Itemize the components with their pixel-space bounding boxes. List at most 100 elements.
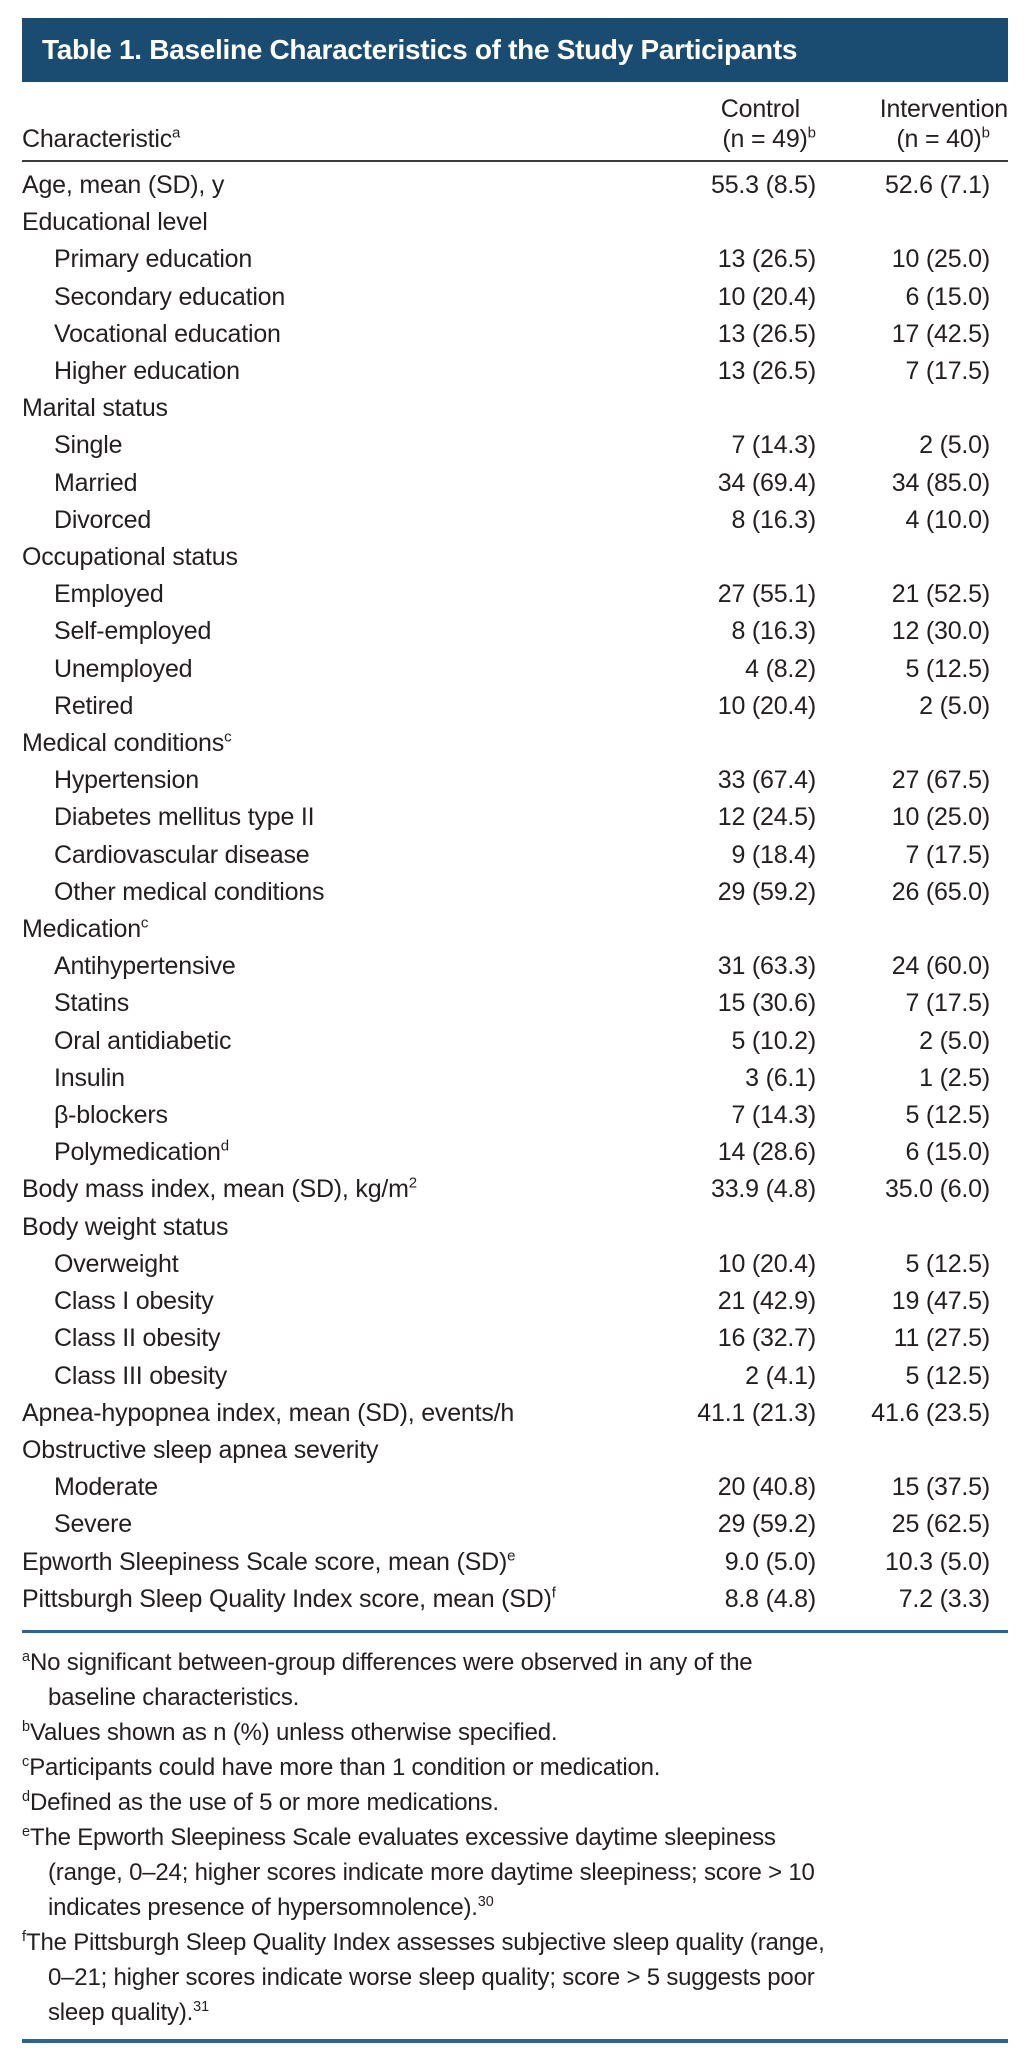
control-value: 29 (59.2) <box>717 877 816 906</box>
table-title: Table 1. Baseline Characteristics of the… <box>42 34 798 65</box>
row-label-text: Body mass index, mean (SD), kg/m <box>22 1175 409 1204</box>
row-label-text: Cardiovascular disease <box>54 840 310 869</box>
footnote: aNo significant between-group difference… <box>22 1645 1008 1715</box>
footnote: bValues shown as n (%) unless otherwise … <box>22 1715 1008 1750</box>
table-row: Diabetes mellitus type II 12 (24.5) 10 (… <box>22 799 1008 836</box>
control-value: 5 (10.2) <box>731 1026 816 1055</box>
row-label-text: Class II obesity <box>54 1324 221 1353</box>
control-n-text: (n = 49) <box>722 125 808 153</box>
intervention-value: 7 (17.5) <box>905 840 990 869</box>
control-value <box>656 539 816 576</box>
table-row: Retired 10 (20.4) 2 (5.0) <box>22 688 1008 725</box>
control-value: 14 (28.6) <box>717 1138 816 1167</box>
row-label-text: Single <box>54 431 123 460</box>
footnote-marker: c <box>140 914 149 932</box>
row-label: Cardiovascular disease <box>22 837 656 874</box>
row-label-text: Hypertension <box>54 766 199 795</box>
control-value: 34 (69.4) <box>717 468 816 497</box>
intervention-value <box>816 390 1008 427</box>
table-row: Antihypertensive 31 (63.3) 24 (60.0) <box>22 948 1008 985</box>
row-label-text: Retired <box>54 691 134 720</box>
table-row: Statins 15 (30.6) 7 (17.5) <box>22 985 1008 1022</box>
row-label: Antihypertensive <box>22 948 656 985</box>
table-row: Class III obesity 2 (4.1) 5 (12.5) <box>22 1358 1008 1395</box>
table-row: Class II obesity 16 (32.7) 11 (27.5) <box>22 1320 1008 1357</box>
row-label: Married <box>22 465 656 502</box>
row-label: Secondary education <box>22 279 656 316</box>
row-label: Age, mean (SD), y <box>22 161 656 204</box>
control-value: 13 (26.5) <box>717 319 816 348</box>
intervention-value <box>816 1432 1008 1469</box>
row-label: Primary education <box>22 241 656 278</box>
row-label-text: Statins <box>54 989 130 1018</box>
column-header-control-n: (n = 49)b <box>656 124 816 160</box>
row-label: Hypertension <box>22 762 656 799</box>
intervention-value: 10 (25.0) <box>891 245 990 274</box>
table-row: Self-employed 8 (16.3) 12 (30.0) <box>22 613 1008 650</box>
table-row: Educational level <box>22 204 1008 241</box>
footnote-text: The Epworth Sleepiness Scale evaluates e… <box>30 1823 815 1921</box>
table-row: Secondary education 10 (20.4) 6 (15.0) <box>22 279 1008 316</box>
row-label-text: Self-employed <box>54 617 212 646</box>
control-value: 21 (42.9) <box>717 1287 816 1316</box>
control-value <box>656 725 816 762</box>
row-label-text: Obstructive sleep apnea severity <box>22 1435 379 1464</box>
row-label-text: Medication <box>22 915 141 944</box>
column-header-control-label: Control <box>720 95 800 123</box>
control-value: 55.3 (8.5) <box>710 171 816 199</box>
table-row: Moderate 20 (40.8) 15 (37.5) <box>22 1469 1008 1506</box>
row-label-text: Occupational status <box>22 543 238 572</box>
control-value: 7 (14.3) <box>731 431 816 460</box>
row-label: Medical conditionsc <box>22 725 656 762</box>
control-value: 9.0 (5.0) <box>724 1547 817 1576</box>
control-value: 10 (20.4) <box>717 282 816 311</box>
footnote-marker-b: b <box>981 124 990 142</box>
footnote-marker: c <box>22 1753 30 1770</box>
control-value <box>656 204 816 241</box>
row-label-text: Pittsburgh Sleep Quality Index score, me… <box>22 1584 552 1613</box>
table-row: Overweight 10 (20.4) 5 (12.5) <box>22 1246 1008 1283</box>
row-label-text: Insulin <box>54 1063 125 1092</box>
row-label: Divorced <box>22 502 656 539</box>
row-label: Body weight status <box>22 1209 656 1246</box>
table-row: Other medical conditions 29 (59.2) 26 (6… <box>22 874 1008 911</box>
table-row: Primary education 13 (26.5) 10 (25.0) <box>22 241 1008 278</box>
intervention-value: 10 (25.0) <box>891 803 990 832</box>
control-value: 9 (18.4) <box>731 840 816 869</box>
intervention-value: 5 (12.5) <box>905 1249 990 1278</box>
footnote-text: Values shown as n (%) unless otherwise s… <box>30 1718 558 1746</box>
row-label: Apnea-hypopnea index, mean (SD), events/… <box>22 1395 656 1432</box>
footnote-marker: 2 <box>408 1175 418 1193</box>
footnote-reference: 31 <box>193 1998 210 2015</box>
intervention-value: 4 (10.0) <box>905 505 990 534</box>
table-row: Married 34 (69.4) 34 (85.0) <box>22 465 1008 502</box>
row-label: Marital status <box>22 390 656 427</box>
row-label-text: Class III obesity <box>54 1361 228 1390</box>
footnote: fThe Pittsburgh Sleep Quality Index asse… <box>22 1925 1008 2030</box>
row-label-text: β-blockers <box>54 1101 168 1130</box>
row-label: Self-employed <box>22 613 656 650</box>
footnote: dDefined as the use of 5 or more medicat… <box>22 1785 1008 1820</box>
column-header-intervention-n: (n = 40)b <box>816 124 1008 160</box>
header-row: Characteristica Control (n = 49)b Interv… <box>22 82 1008 162</box>
row-label-text: Primary education <box>54 245 253 274</box>
footnotes: aNo significant between-group difference… <box>22 1645 1008 2030</box>
table-body: Age, mean (SD), y 55.3 (8.5) 52.6 (7.1) … <box>22 161 1008 1626</box>
table-row: Polymedicationd 14 (28.6) 6 (15.0) <box>22 1134 1008 1171</box>
control-value: 13 (26.5) <box>717 245 816 274</box>
row-label: Vocational education <box>22 316 656 353</box>
row-label-text: Medical conditions <box>22 729 225 758</box>
control-value: 16 (32.7) <box>717 1324 816 1353</box>
table-row: Body mass index, mean (SD), kg/m2 33.9 (… <box>22 1171 1008 1208</box>
intervention-value: 1 (2.5) <box>919 1063 990 1092</box>
column-header-intervention: Intervention (n = 40)b <box>816 82 1008 162</box>
row-label-text: Overweight <box>54 1249 179 1278</box>
control-value <box>656 1432 816 1469</box>
row-label: Diabetes mellitus type II <box>22 799 656 836</box>
table-row: Hypertension 33 (67.4) 27 (67.5) <box>22 762 1008 799</box>
row-label: Medicationc <box>22 911 656 948</box>
footnote-marker: d <box>22 1788 31 1805</box>
row-label: Class II obesity <box>22 1320 656 1357</box>
row-label: Oral antidiabetic <box>22 1023 656 1060</box>
